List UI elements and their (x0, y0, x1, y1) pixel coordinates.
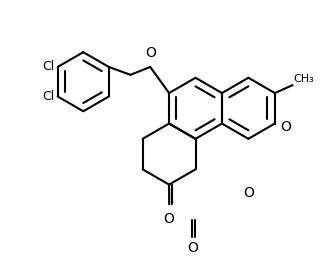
Text: O: O (281, 120, 292, 134)
Text: O: O (243, 186, 254, 200)
Text: Cl: Cl (43, 60, 55, 74)
Text: Cl: Cl (43, 90, 55, 103)
Text: O: O (164, 212, 175, 226)
Text: O: O (145, 46, 156, 60)
Text: O: O (187, 241, 198, 255)
Text: CH₃: CH₃ (293, 74, 314, 84)
